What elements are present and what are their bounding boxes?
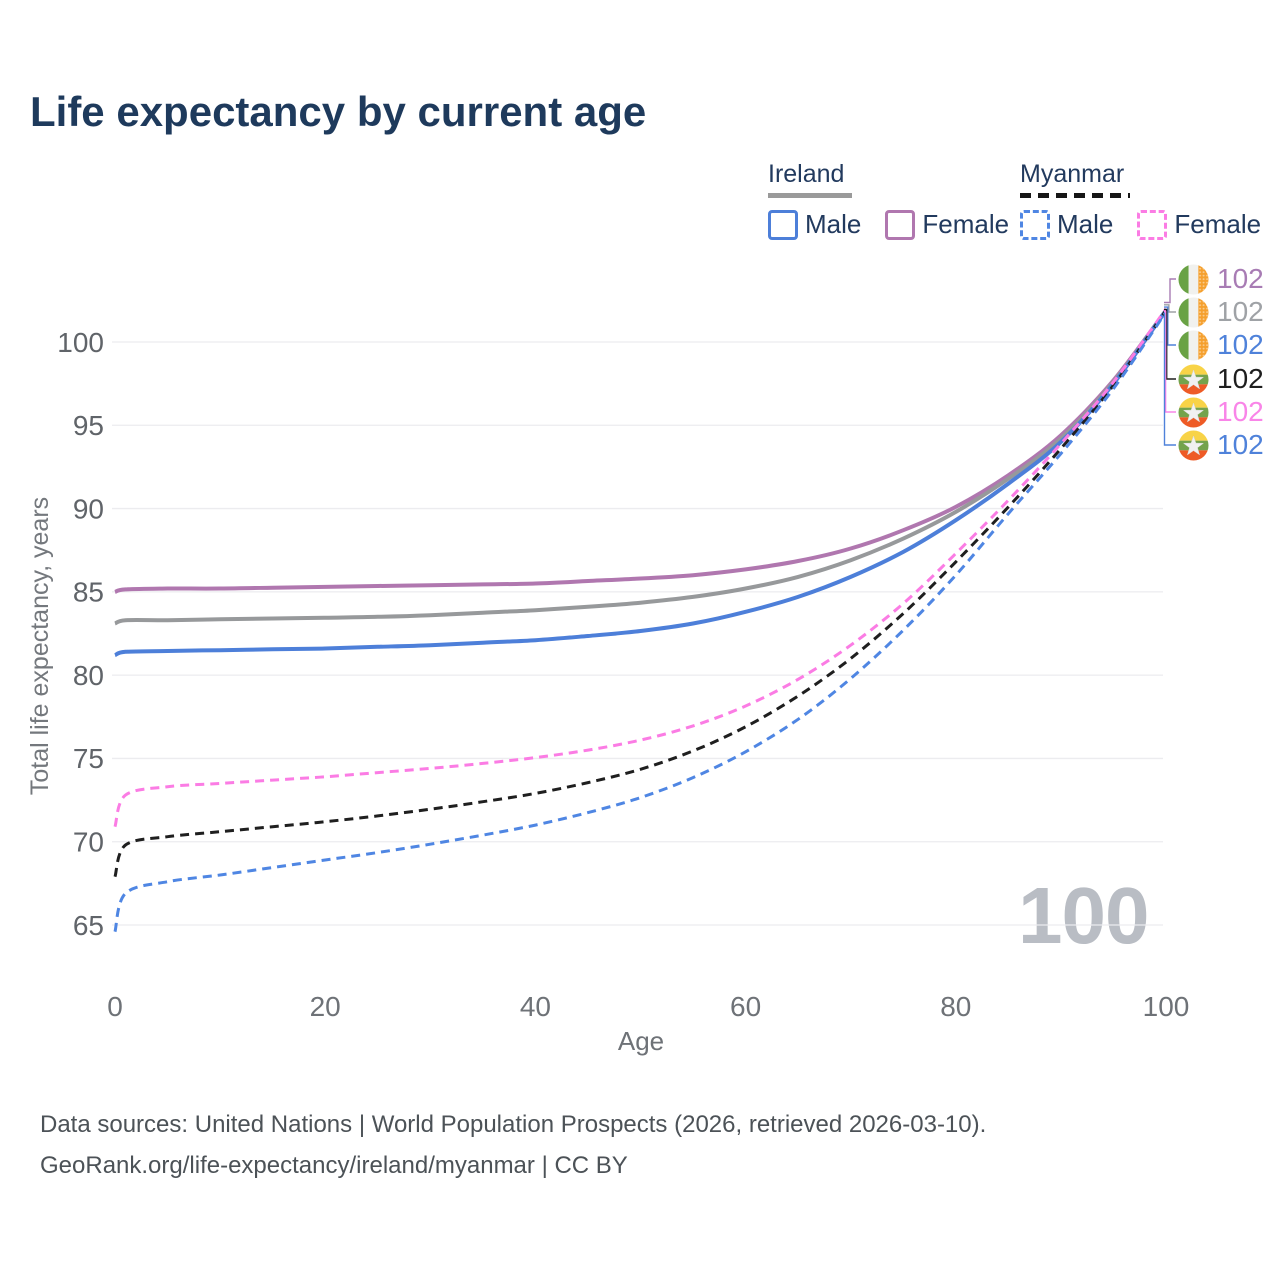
age-watermark: 100: [1018, 871, 1149, 960]
series-end-value: 102: [1217, 263, 1264, 294]
leader-line: [1163, 313, 1176, 446]
series-line-ireland-both-sexes[interactable]: [114, 309, 1168, 626]
series-line-myanmar-both-sexes[interactable]: [113, 309, 1168, 878]
myanmar-line-style-sample: [1020, 193, 1130, 198]
leader-line: [1164, 306, 1176, 346]
ireland-female-swatch-icon: [885, 209, 916, 240]
leader-line: [1164, 304, 1176, 313]
leader-line: [1164, 311, 1176, 413]
legend-item-label: Male: [1057, 209, 1114, 239]
y-tick-95: 95: [73, 410, 104, 441]
series-line-ireland-male[interactable]: [114, 309, 1168, 658]
leader-line: [1164, 308, 1176, 380]
series-end-label-myanmar-female: 102: [1178, 396, 1264, 428]
legend-group-ireland: Ireland Male Female: [768, 160, 1009, 240]
series-end-label-myanmar-male: 102: [1178, 429, 1264, 461]
series-end-label-ireland-both-sexes: 102: [1178, 296, 1264, 328]
series-line-myanmar-female[interactable]: [113, 307, 1168, 828]
series-end-value: 102: [1217, 296, 1264, 327]
data-sources: Data sources: United Nations | World Pop…: [40, 1104, 986, 1186]
series-end-label-ireland-female: 102: [1178, 263, 1264, 295]
legend-group-myanmar: Myanmar Male Female: [1020, 160, 1261, 240]
leader-line: [1164, 278, 1176, 304]
ireland-flag-icon: [1178, 263, 1209, 295]
legend-item-ireland-male[interactable]: Male: [768, 209, 861, 240]
myanmar-flag-icon: [1178, 396, 1209, 428]
x-axis-title: Age: [618, 1026, 664, 1056]
myanmar-flag-icon: [1178, 363, 1209, 395]
y-axis-title: Total life expectancy, years: [26, 497, 54, 795]
x-tick-40: 40: [520, 991, 551, 1022]
legend-item-ireland-female[interactable]: Female: [885, 209, 1009, 240]
myanmar-flag-icon: [1178, 429, 1209, 461]
legend-item-myanmar-male[interactable]: Male: [1020, 209, 1113, 240]
ireland-flag-icon: [1178, 329, 1209, 361]
page-title: Life expectancy by current age: [30, 88, 647, 135]
ireland-flag-icon: [1178, 296, 1209, 328]
x-tick-60: 60: [730, 991, 761, 1022]
legend-item-label: Female: [1174, 209, 1262, 239]
x-tick-80: 80: [940, 991, 971, 1022]
x-tick-20: 20: [310, 991, 341, 1022]
ireland-line-style-sample: [768, 193, 852, 198]
legend-item-myanmar-female[interactable]: Female: [1137, 209, 1261, 240]
series-end-label-myanmar-both-sexes: 102: [1178, 363, 1264, 395]
y-tick-85: 85: [73, 577, 104, 608]
series-end-value: 102: [1217, 396, 1264, 427]
myanmar-male-swatch-icon: [1020, 209, 1050, 240]
legend-item-label: Male: [805, 209, 862, 239]
series-line-myanmar-male[interactable]: [113, 311, 1168, 933]
data-sources-line1: Data sources: United Nations | World Pop…: [40, 1111, 987, 1138]
x-tick-0: 0: [107, 991, 123, 1022]
myanmar-female-swatch-icon: [1137, 209, 1168, 240]
series-line-ireland-female[interactable]: [114, 309, 1168, 594]
y-tick-70: 70: [73, 827, 104, 858]
y-tick-90: 90: [73, 493, 104, 524]
y-tick-75: 75: [73, 743, 104, 774]
legend-group-title-myanmar: Myanmar: [1020, 160, 1125, 188]
y-tick-100: 100: [57, 327, 104, 358]
x-tick-100: 100: [1143, 991, 1190, 1022]
ireland-male-swatch-icon: [768, 209, 798, 240]
legend-item-label: Female: [922, 209, 1010, 239]
series-end-label-ireland-male: 102: [1178, 329, 1264, 361]
legend-group-title-ireland: Ireland: [768, 160, 845, 188]
y-tick-80: 80: [73, 660, 104, 691]
series-end-value: 102: [1217, 363, 1264, 394]
series-end-value: 102: [1217, 329, 1264, 360]
data-sources-line2: GeoRank.org/life-expectancy/ireland/myan…: [40, 1152, 628, 1179]
y-tick-65: 65: [73, 910, 104, 941]
series-end-value: 102: [1217, 429, 1264, 460]
